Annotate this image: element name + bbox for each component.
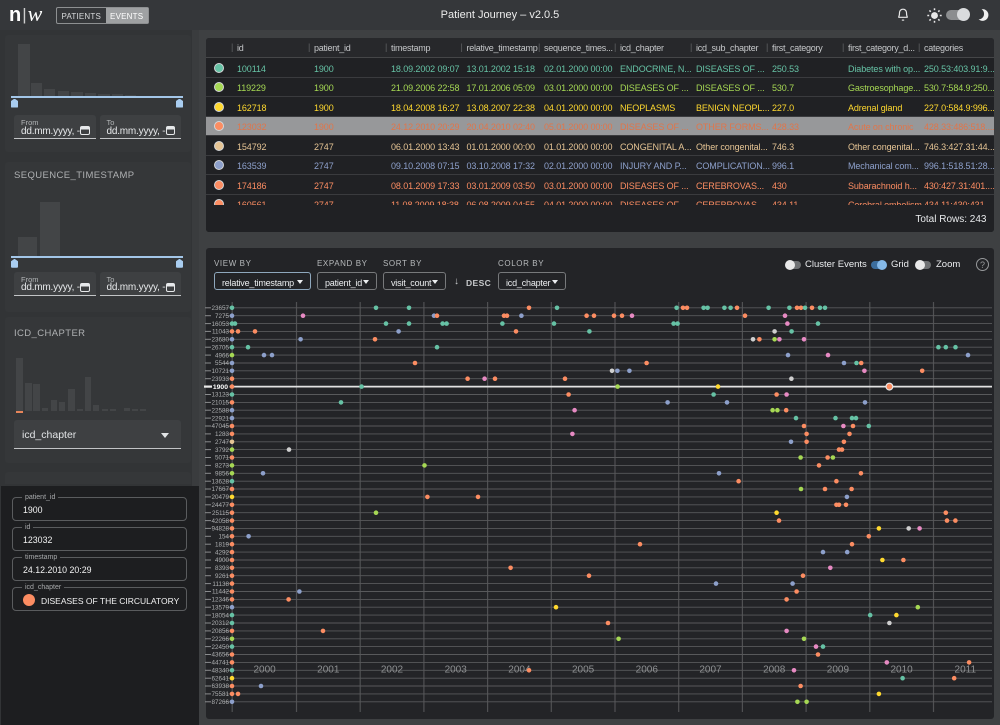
svg-text:22588: 22588 xyxy=(211,407,229,414)
svg-text:24477: 24477 xyxy=(211,502,229,509)
svg-text:3792: 3792 xyxy=(215,447,230,454)
svg-text:22450: 22450 xyxy=(211,644,229,651)
svg-text:11138: 11138 xyxy=(212,581,229,588)
svg-text:42058: 42058 xyxy=(211,518,229,525)
svg-text:2000: 2000 xyxy=(253,665,276,676)
svg-text:1900: 1900 xyxy=(213,384,228,391)
svg-text:63938: 63938 xyxy=(211,683,229,690)
svg-text:2002: 2002 xyxy=(381,665,404,676)
svg-text:5544: 5544 xyxy=(215,360,230,367)
svg-text:2001: 2001 xyxy=(317,665,340,676)
svg-text:12346: 12346 xyxy=(211,597,229,604)
svg-text:2005: 2005 xyxy=(572,665,595,676)
svg-text:10721: 10721 xyxy=(211,368,229,375)
svg-text:2010: 2010 xyxy=(890,665,913,676)
svg-text:22921: 22921 xyxy=(211,415,229,422)
svg-text:43656: 43656 xyxy=(211,652,229,659)
svg-text:9261: 9261 xyxy=(215,573,230,580)
svg-text:2007: 2007 xyxy=(699,665,722,676)
svg-text:4966: 4966 xyxy=(215,352,230,359)
svg-text:23657: 23657 xyxy=(211,305,229,312)
svg-text:26705: 26705 xyxy=(211,344,229,351)
svg-text:154: 154 xyxy=(218,534,229,541)
svg-text:75581: 75581 xyxy=(211,691,229,698)
svg-text:62641: 62641 xyxy=(211,675,229,682)
svg-text:11442: 11442 xyxy=(212,589,230,596)
svg-text:25115: 25115 xyxy=(212,510,230,517)
svg-text:16053: 16053 xyxy=(211,321,229,328)
svg-text:17667: 17667 xyxy=(211,486,229,493)
svg-text:18054: 18054 xyxy=(211,612,229,619)
svg-text:20479: 20479 xyxy=(211,494,229,501)
svg-text:1283: 1283 xyxy=(215,431,230,438)
svg-text:4900: 4900 xyxy=(215,557,230,564)
svg-text:20312: 20312 xyxy=(211,620,229,627)
svg-text:2008: 2008 xyxy=(763,665,786,676)
svg-text:22266: 22266 xyxy=(211,636,229,643)
svg-text:1819: 1819 xyxy=(215,541,230,548)
svg-text:9856: 9856 xyxy=(215,471,230,478)
svg-text:44741: 44741 xyxy=(211,660,229,667)
svg-text:5071: 5071 xyxy=(215,455,230,462)
svg-text:87266: 87266 xyxy=(211,699,229,706)
svg-text:7275: 7275 xyxy=(215,313,230,320)
svg-text:13579: 13579 xyxy=(211,604,229,611)
svg-text:2011: 2011 xyxy=(955,665,977,676)
svg-text:48340: 48340 xyxy=(211,668,229,675)
svg-text:2004: 2004 xyxy=(508,665,531,676)
svg-text:21015: 21015 xyxy=(211,400,229,407)
svg-text:2006: 2006 xyxy=(636,665,659,676)
svg-text:2009: 2009 xyxy=(827,665,850,676)
svg-text:23680: 23680 xyxy=(211,337,229,344)
svg-text:8393: 8393 xyxy=(215,565,230,572)
svg-text:47045: 47045 xyxy=(211,423,229,430)
svg-text:94828: 94828 xyxy=(211,526,229,533)
svg-text:11043: 11043 xyxy=(212,329,230,336)
svg-text:4292: 4292 xyxy=(215,549,230,556)
svg-text:20856: 20856 xyxy=(211,628,229,635)
svg-text:8273: 8273 xyxy=(215,463,230,470)
svg-text:13123: 13123 xyxy=(211,392,229,399)
svg-text:13628: 13628 xyxy=(211,478,229,485)
svg-text:23933: 23933 xyxy=(211,376,229,383)
svg-text:2003: 2003 xyxy=(445,665,468,676)
svg-text:2747: 2747 xyxy=(215,439,230,446)
